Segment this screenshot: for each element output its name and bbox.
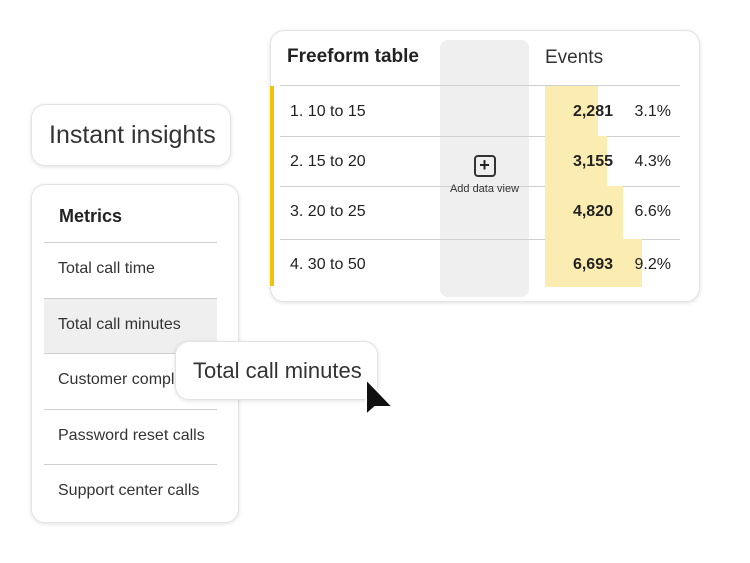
metrics-title: Metrics: [59, 206, 123, 226]
add-data-view-label: Add data view: [449, 183, 520, 195]
row-percent: 6.6%: [634, 203, 671, 220]
value-bar: [545, 186, 624, 239]
plus-icon: +: [473, 155, 496, 177]
row-divider: [280, 186, 680, 187]
value-bar: [545, 239, 642, 287]
metric-divider: [44, 408, 217, 410]
metric-item[interactable]: Customer complaints: [58, 371, 209, 388]
metric-divider: [44, 464, 217, 465]
instant-insights-label: Instant insights: [49, 121, 216, 149]
row-divider: [280, 239, 680, 240]
table-title: Freeform table: [287, 46, 419, 67]
add-data-view-column[interactable]: [440, 40, 529, 297]
instant-insights-button[interactable]: Instant insights: [31, 104, 231, 166]
add-data-view-button[interactable]: + Add data view: [440, 155, 529, 195]
row-value: 6,693: [572, 256, 613, 273]
tooltip-text: Total call minutes: [193, 358, 362, 383]
metric-item[interactable]: Total call time: [58, 260, 155, 277]
row-value: 3,155: [572, 153, 613, 170]
row-divider: [280, 136, 680, 137]
row-value: 4,820: [572, 203, 613, 220]
row-percent: 3.1%: [634, 103, 671, 120]
row-label[interactable]: 3. 20 to 25: [290, 203, 366, 220]
metric-item[interactable]: Support center calls: [58, 482, 200, 499]
metric-divider: [44, 297, 217, 299]
row-percent: 9.2%: [634, 256, 671, 273]
selection-accent-bar: [270, 86, 274, 286]
row-label[interactable]: 1. 10 to 15: [290, 103, 366, 120]
metric-divider: [44, 242, 217, 243]
drag-tooltip: Total call minutes: [175, 341, 378, 400]
row-label[interactable]: 2. 15 to 20: [290, 153, 366, 170]
events-column-header[interactable]: Events: [545, 47, 604, 68]
metric-item[interactable]: Password reset calls: [58, 426, 205, 444]
row-value: 2,281: [572, 103, 613, 120]
value-bar: [545, 86, 598, 136]
mouse-cursor-icon: [365, 377, 396, 418]
row-label[interactable]: 4. 30 to 50: [290, 256, 366, 273]
value-bar: [545, 136, 607, 186]
metric-divider: [44, 353, 217, 354]
header-divider: [280, 85, 680, 86]
row-percent: 4.3%: [634, 153, 671, 170]
metric-item[interactable]: Total call minutes: [44, 298, 217, 354]
